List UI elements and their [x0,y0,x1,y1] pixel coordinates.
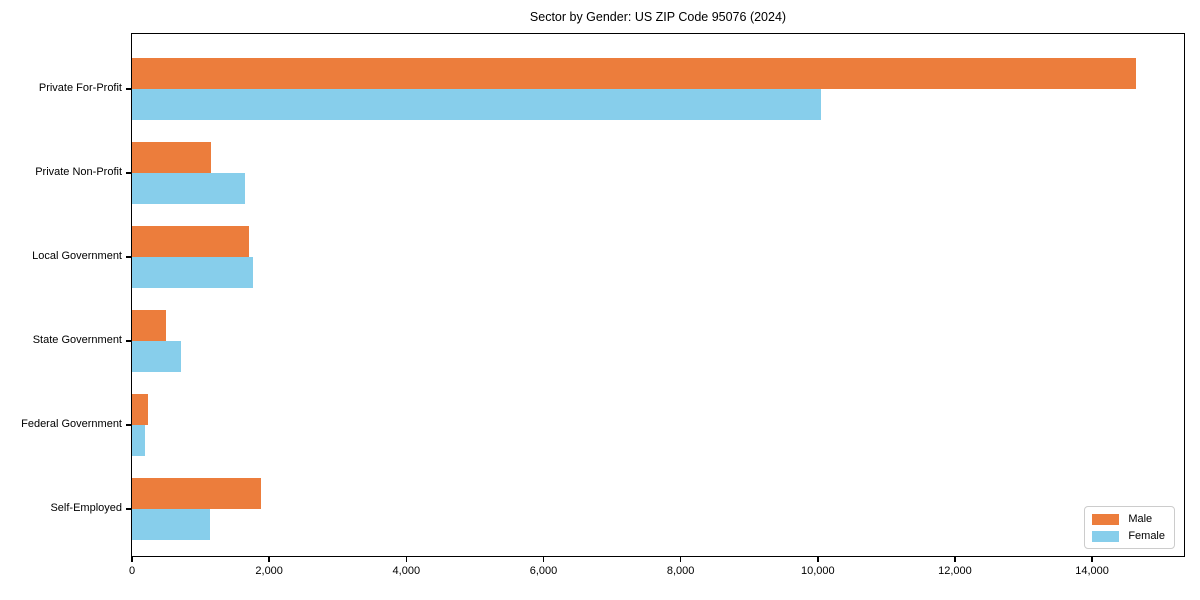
bar-female [132,425,146,456]
bar-male [132,142,211,173]
y-axis-label: Private For-Profit [38,82,122,94]
x-axis-tick-label: 14,000 [1075,565,1109,577]
x-tick [679,557,682,562]
legend-item-male: Male [1092,513,1165,525]
legend-item-female: Female [1092,530,1165,542]
bar-male [132,58,1136,89]
bar-male [132,226,249,257]
x-axis-tick-label: 10,000 [800,565,835,577]
legend-swatch-female-icon [1092,530,1120,542]
y-axis-label: Self-Employed [50,502,122,514]
y-tick [126,88,131,90]
x-tick [542,557,545,562]
bar-female [132,257,253,288]
y-axis-label: State Government [32,334,122,346]
bar-female [132,173,246,204]
y-axis-label: Private Non-Profit [35,166,122,178]
x-tick [268,557,270,562]
chart-title: Sector by Gender: US ZIP Code 95076 (202… [529,10,787,24]
x-axis-tick-label: 8,000 [666,565,695,577]
x-axis-tick-label: 12,000 [938,565,972,577]
bar-female [132,509,211,540]
x-axis-tick-label: 6,000 [529,565,558,577]
bar-male [132,478,261,509]
y-tick [126,172,131,174]
x-tick [131,557,133,562]
y-axis-label: Local Government [32,250,122,262]
legend: Male Female [1084,506,1175,549]
y-tick [126,424,131,426]
plot-inner: Private For-Profit Private Non-Profit Loca… [21,34,1184,577]
x-tick [817,557,819,562]
x-axis-tick-label: 2,000 [255,565,283,577]
x-tick [1091,557,1093,562]
legend-label-female: Female [1128,530,1165,542]
legend-swatch-male-icon [1092,513,1120,525]
plot-area: Private For-Profit Private Non-Profit Loca… [21,33,1185,577]
x-tick [405,557,408,562]
bar-female [132,89,822,120]
x-axis-tick-label: 4,000 [392,565,421,577]
y-tick [126,508,131,510]
x-axis-tick-label: 0 [128,565,136,577]
y-tick [126,340,131,342]
bar-male [132,394,148,425]
y-axis-label: Federal Government [21,418,122,430]
y-tick [126,256,131,258]
legend-label-male: Male [1128,513,1153,525]
x-tick [954,557,956,562]
bar-male [132,310,166,341]
bar-female [132,341,182,372]
